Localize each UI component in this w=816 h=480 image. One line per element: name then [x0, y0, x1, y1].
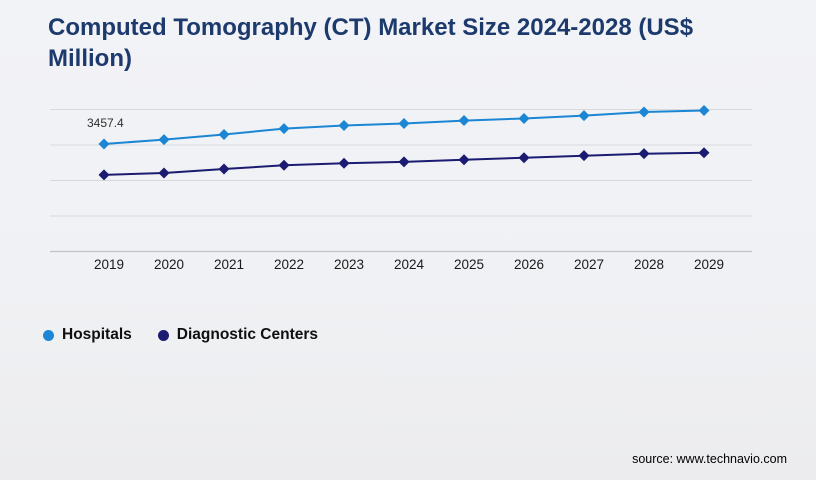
x-axis-label: 2029 — [693, 257, 725, 272]
data-point-marker[interactable] — [218, 128, 230, 140]
x-axis-label: 2023 — [333, 257, 365, 272]
data-point-marker[interactable] — [278, 159, 290, 171]
legend-dot-diagnostic-centers-icon — [157, 329, 169, 341]
legend-label-hospitals: Hospitals — [62, 326, 132, 343]
data-point-marker[interactable] — [698, 104, 710, 116]
data-point-marker[interactable] — [98, 169, 110, 181]
data-point-value-label: 3457.4 — [87, 116, 124, 130]
x-axis-label: 2028 — [633, 257, 665, 272]
x-axis-label: 2025 — [453, 257, 485, 272]
x-axis-label: 2026 — [513, 257, 545, 272]
chart-legend: Hospitals Diagnostic Centers — [43, 326, 318, 344]
data-point-marker[interactable] — [698, 147, 710, 159]
data-point-marker[interactable] — [578, 110, 590, 122]
x-axis-label: 2024 — [393, 257, 425, 272]
x-axis-label: 2022 — [273, 257, 305, 272]
data-point-marker[interactable] — [638, 148, 650, 160]
x-axis: 2019 2020 2021 2022 2023 2024 2025 2026 2027 2028… — [0, 257, 816, 275]
data-point-marker[interactable] — [458, 115, 470, 127]
data-point-marker[interactable] — [578, 150, 590, 162]
x-axis-label: 2020 — [153, 257, 185, 272]
data-point-marker[interactable] — [638, 106, 650, 118]
source-attribution: source: www.technavio.com — [632, 452, 787, 466]
legend-label-diagnostic-centers: Diagnostic Centers — [176, 326, 319, 343]
data-point-marker[interactable] — [338, 120, 350, 132]
data-point-marker[interactable] — [158, 167, 170, 179]
data-point-marker[interactable] — [278, 123, 290, 135]
data-point-marker[interactable] — [518, 152, 530, 164]
data-point-marker[interactable] — [398, 156, 410, 168]
data-point-marker[interactable] — [518, 113, 530, 125]
legend-dot-hospitals-icon — [43, 329, 54, 341]
data-point-marker[interactable] — [158, 134, 170, 146]
data-point-marker[interactable] — [458, 154, 470, 166]
data-point-marker[interactable] — [398, 117, 410, 129]
x-axis-label: 2019 — [93, 257, 125, 272]
x-axis-label: 2021 — [213, 257, 245, 272]
data-point-marker[interactable] — [218, 163, 230, 175]
legend-item-diagnostic-centers[interactable]: Diagnostic Centers — [157, 326, 319, 344]
data-point-marker[interactable] — [338, 157, 350, 169]
x-axis-label: 2027 — [573, 257, 605, 272]
data-point-marker[interactable] — [98, 138, 110, 150]
legend-item-hospitals[interactable]: Hospitals — [43, 326, 132, 344]
page-title: Computed Tomography (CT) Market Size 202… — [48, 14, 694, 72]
